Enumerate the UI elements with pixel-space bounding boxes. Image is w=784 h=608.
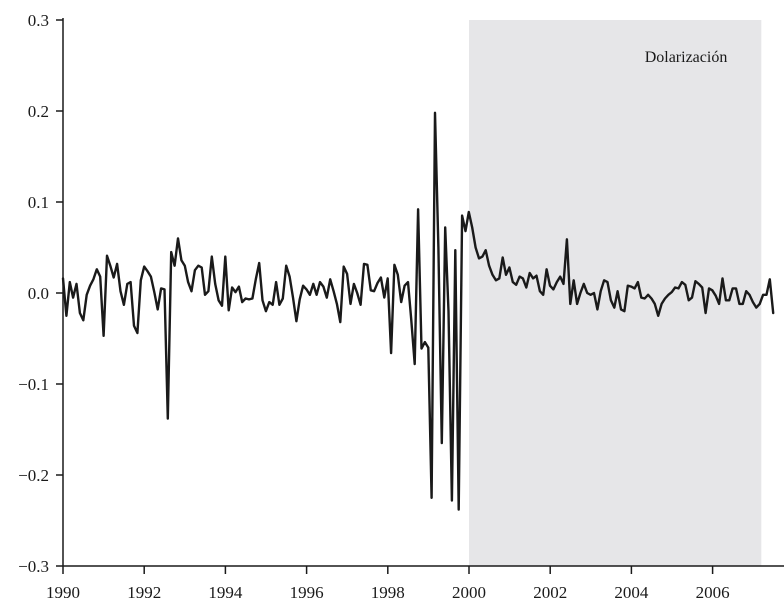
y-tick-label: −0.2 xyxy=(18,466,49,485)
x-tick-label: 1994 xyxy=(208,583,243,602)
series-line xyxy=(61,111,775,511)
y-tick-label: 0.2 xyxy=(28,102,49,121)
x-tick-label: 2006 xyxy=(696,583,730,602)
y-tick-label: 0.1 xyxy=(28,193,49,212)
y-tick-label: −0.1 xyxy=(18,375,49,394)
series-group xyxy=(61,111,775,511)
x-tick-label: 1992 xyxy=(127,583,161,602)
x-tick-label: 1990 xyxy=(46,583,80,602)
y-ticks: −0.3 −0.2 −0.1 0.0 0.1 0.2 0.3 xyxy=(18,11,63,576)
x-tick-label: 2004 xyxy=(614,583,649,602)
x-tick-label: 2000 xyxy=(452,583,486,602)
y-tick-label: −0.3 xyxy=(18,557,49,576)
x-tick-label: 1996 xyxy=(290,583,324,602)
x-tick-label: 2002 xyxy=(533,583,567,602)
y-tick-label: 0.3 xyxy=(28,11,49,30)
shaded-region xyxy=(469,20,762,566)
shaded-region-label: Dolarización xyxy=(645,49,728,66)
x-tick-label: 1998 xyxy=(371,583,405,602)
x-ticks: 1990 1992 1994 1996 1998 2000 2002 2004 2006 xyxy=(46,566,730,602)
y-tick-label: 0.0 xyxy=(28,284,49,303)
